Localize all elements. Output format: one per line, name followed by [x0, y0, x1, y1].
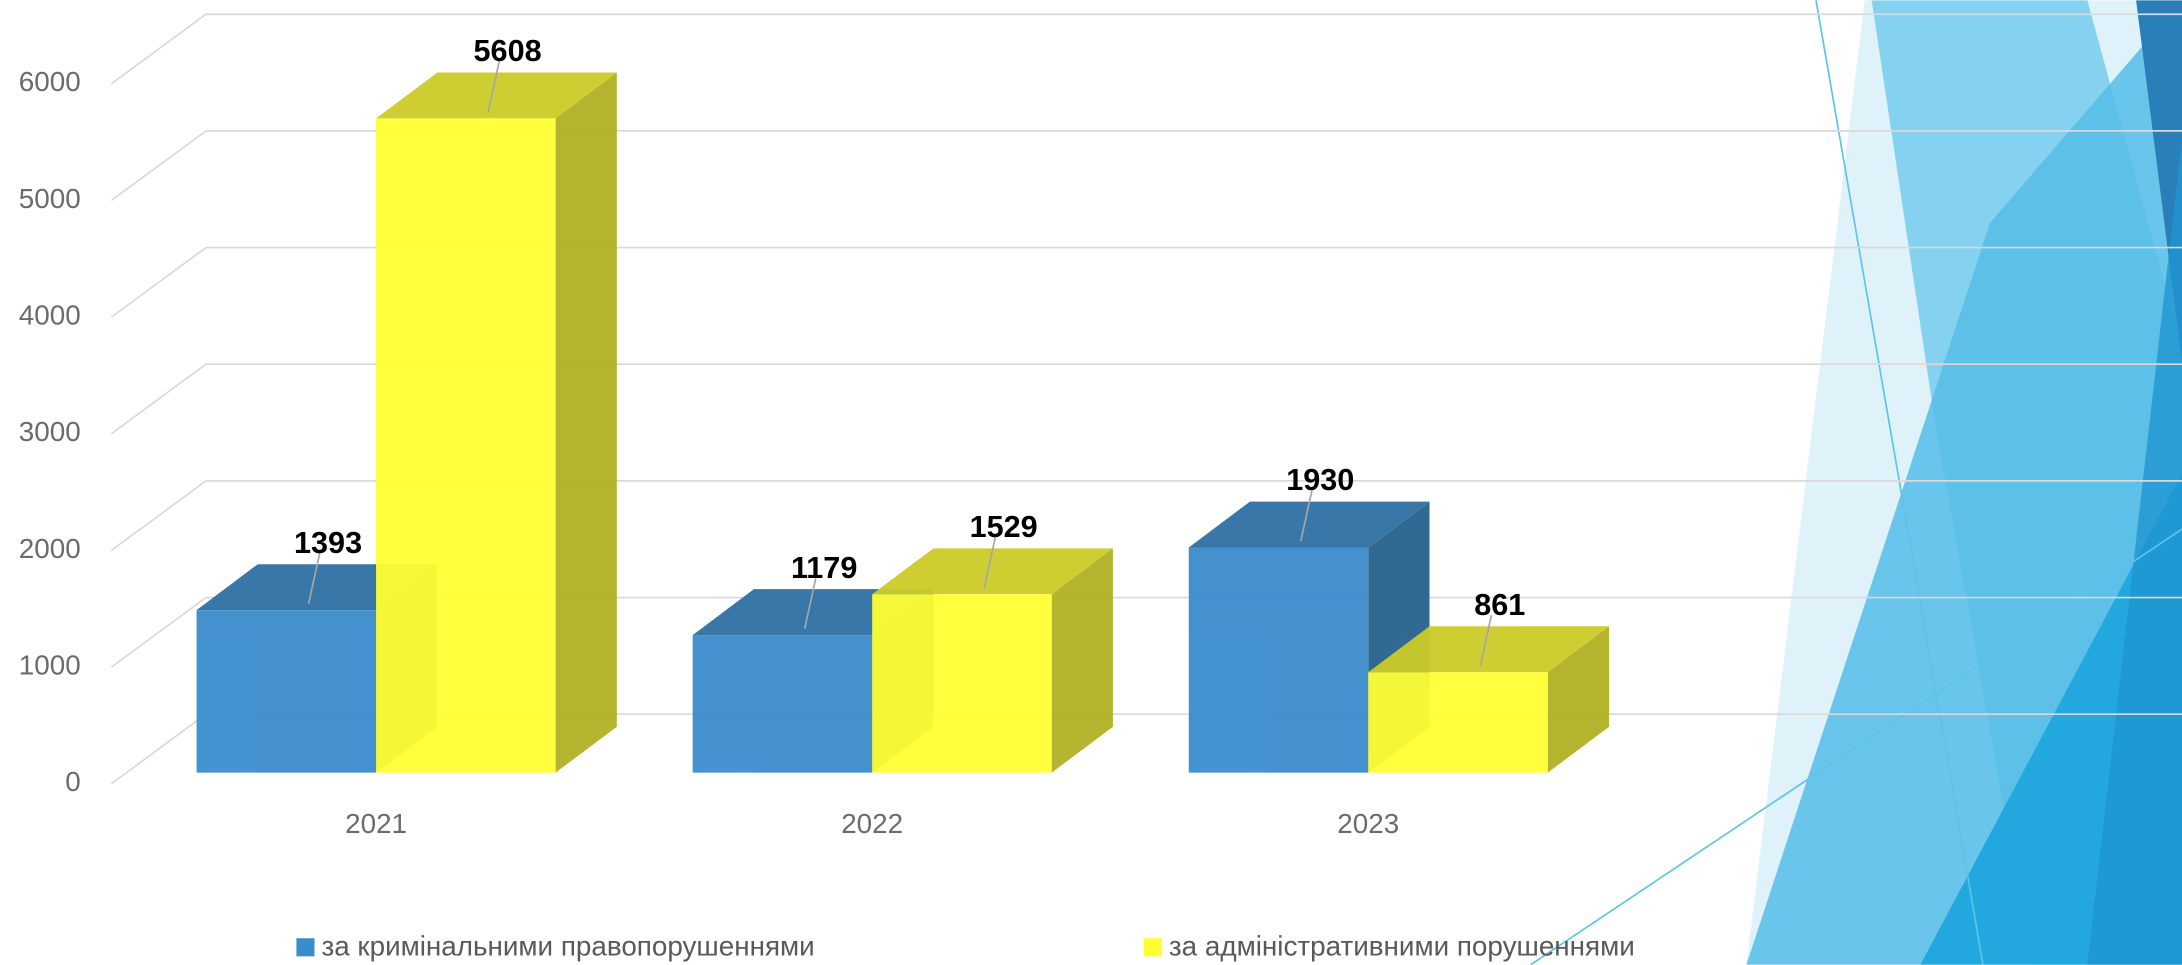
bar-front	[376, 118, 556, 772]
grid-line	[111, 248, 206, 318]
bar	[1368, 626, 1609, 772]
x-tick-label: 2023	[1337, 808, 1399, 839]
legend-swatch	[1144, 938, 1162, 956]
grid-line	[111, 481, 206, 551]
x-tick-label: 2022	[841, 808, 903, 839]
data-label: 1179	[791, 551, 857, 585]
grid-line	[111, 14, 206, 84]
y-tick-label: 2000	[19, 533, 81, 564]
grid-line	[111, 364, 206, 434]
y-tick-label: 3000	[19, 416, 81, 447]
bar	[376, 72, 617, 772]
y-tick-label: 1000	[19, 649, 81, 680]
y-tick-label: 4000	[19, 299, 81, 330]
bar-front	[1368, 672, 1548, 772]
decoration	[1531, 0, 2182, 964]
grid-line	[111, 131, 206, 201]
bar-front	[693, 635, 873, 773]
bar-side	[556, 72, 617, 772]
bar-front	[872, 594, 1052, 772]
data-label: 1930	[1286, 463, 1354, 497]
bar-front	[1189, 547, 1369, 772]
legend-label: за кримінальними правопорушеннями	[321, 930, 814, 961]
data-label: 1529	[970, 510, 1038, 544]
legend-label: за адміністративними порушеннями	[1169, 930, 1635, 961]
x-tick-label: 2021	[345, 808, 407, 839]
y-tick-label: 5000	[19, 183, 81, 214]
legend-swatch	[296, 938, 314, 956]
data-label: 861	[1474, 588, 1525, 622]
grid-line	[111, 714, 206, 784]
y-tick-label: 0	[65, 766, 80, 797]
grid-line	[111, 598, 206, 668]
data-label: 5608	[474, 34, 542, 68]
bar-front	[197, 610, 377, 773]
bar	[872, 548, 1113, 772]
data-label: 1393	[294, 526, 362, 560]
chart: 0 1000 2000 3000 4000 5000 6000 2021 1393 5608 202…	[0, 0, 2182, 965]
y-tick-label: 6000	[19, 66, 81, 97]
